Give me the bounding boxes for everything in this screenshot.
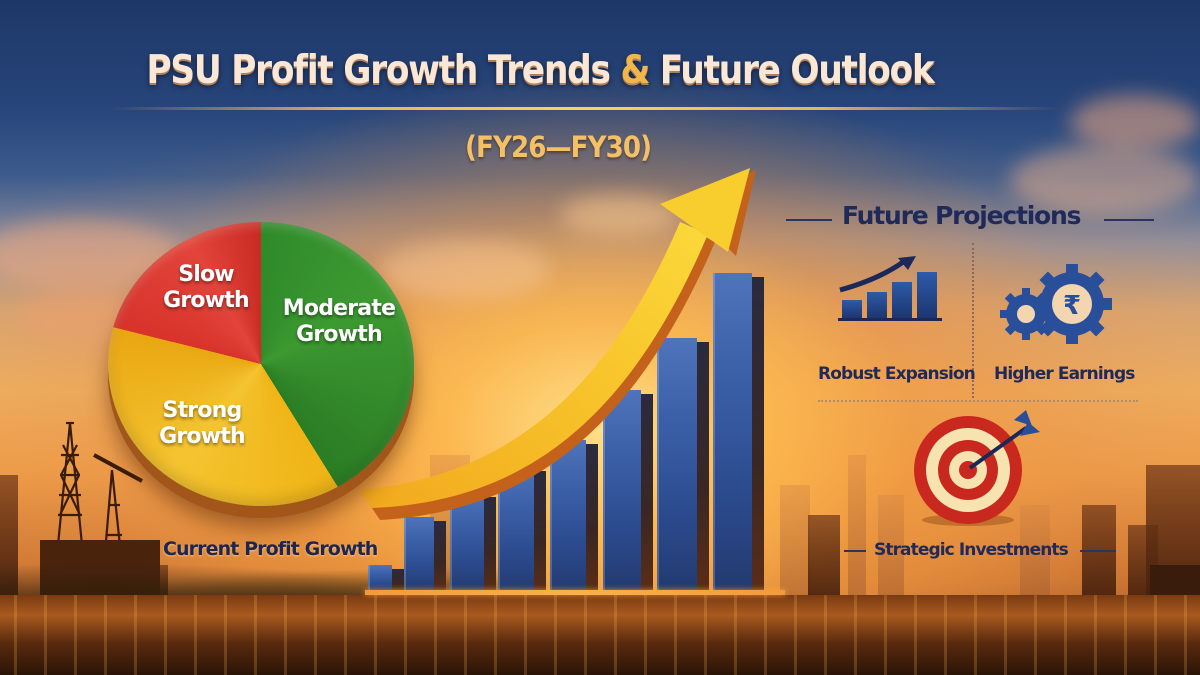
divider — [1104, 219, 1154, 221]
divider — [786, 219, 832, 221]
cloud — [1010, 145, 1200, 215]
pie — [108, 222, 414, 506]
building — [878, 495, 904, 605]
divider — [1080, 550, 1116, 552]
robust-expansion-label: Robust Expansion — [818, 364, 976, 384]
higher-earnings-label: Higher Earnings — [994, 364, 1135, 384]
current-profit-growth-label: Current Profit Growth — [163, 538, 378, 560]
building — [780, 485, 810, 605]
building — [848, 455, 866, 605]
pie-label-moderate-growth: Moderate Growth — [282, 296, 396, 347]
building — [808, 515, 840, 605]
title-underline — [110, 107, 1060, 110]
page-subtitle: (FY26—FY30) — [465, 130, 652, 164]
strategic-investments-label: Strategic Investments — [874, 540, 1069, 560]
pie-label-strong-growth: Strong Growth — [159, 398, 246, 449]
target-dart-icon — [914, 410, 1040, 526]
river-water — [0, 595, 1200, 675]
cloud — [560, 195, 680, 235]
page-title: PSU Profit Growth Trends & Future Outloo… — [65, 48, 1015, 93]
pie-label-slow-growth: Slow Growth — [163, 262, 250, 313]
building — [1082, 505, 1116, 605]
future-projections-title: Future Projections — [842, 201, 1082, 230]
title-part-1: PSU Profit Growth Trends — [146, 48, 621, 93]
divider — [844, 550, 866, 552]
building — [1020, 505, 1050, 605]
divider — [972, 243, 974, 398]
title-part-2: Future Outlook — [649, 48, 935, 93]
cloud — [380, 240, 550, 300]
divider — [818, 400, 1138, 402]
city-skyline — [0, 415, 1200, 675]
svg-text:₹: ₹ — [1063, 291, 1081, 321]
trend-arrow-icon — [360, 168, 756, 520]
current-growth-pie-chart: Slow Growth Moderate Growth Strong Growt… — [108, 222, 414, 518]
cloud — [1070, 95, 1200, 150]
title-ampersand: & — [620, 48, 650, 93]
bar-chart-arrow-icon — [838, 256, 942, 321]
gear-rupee-icon: ₹ — [1000, 264, 1112, 344]
